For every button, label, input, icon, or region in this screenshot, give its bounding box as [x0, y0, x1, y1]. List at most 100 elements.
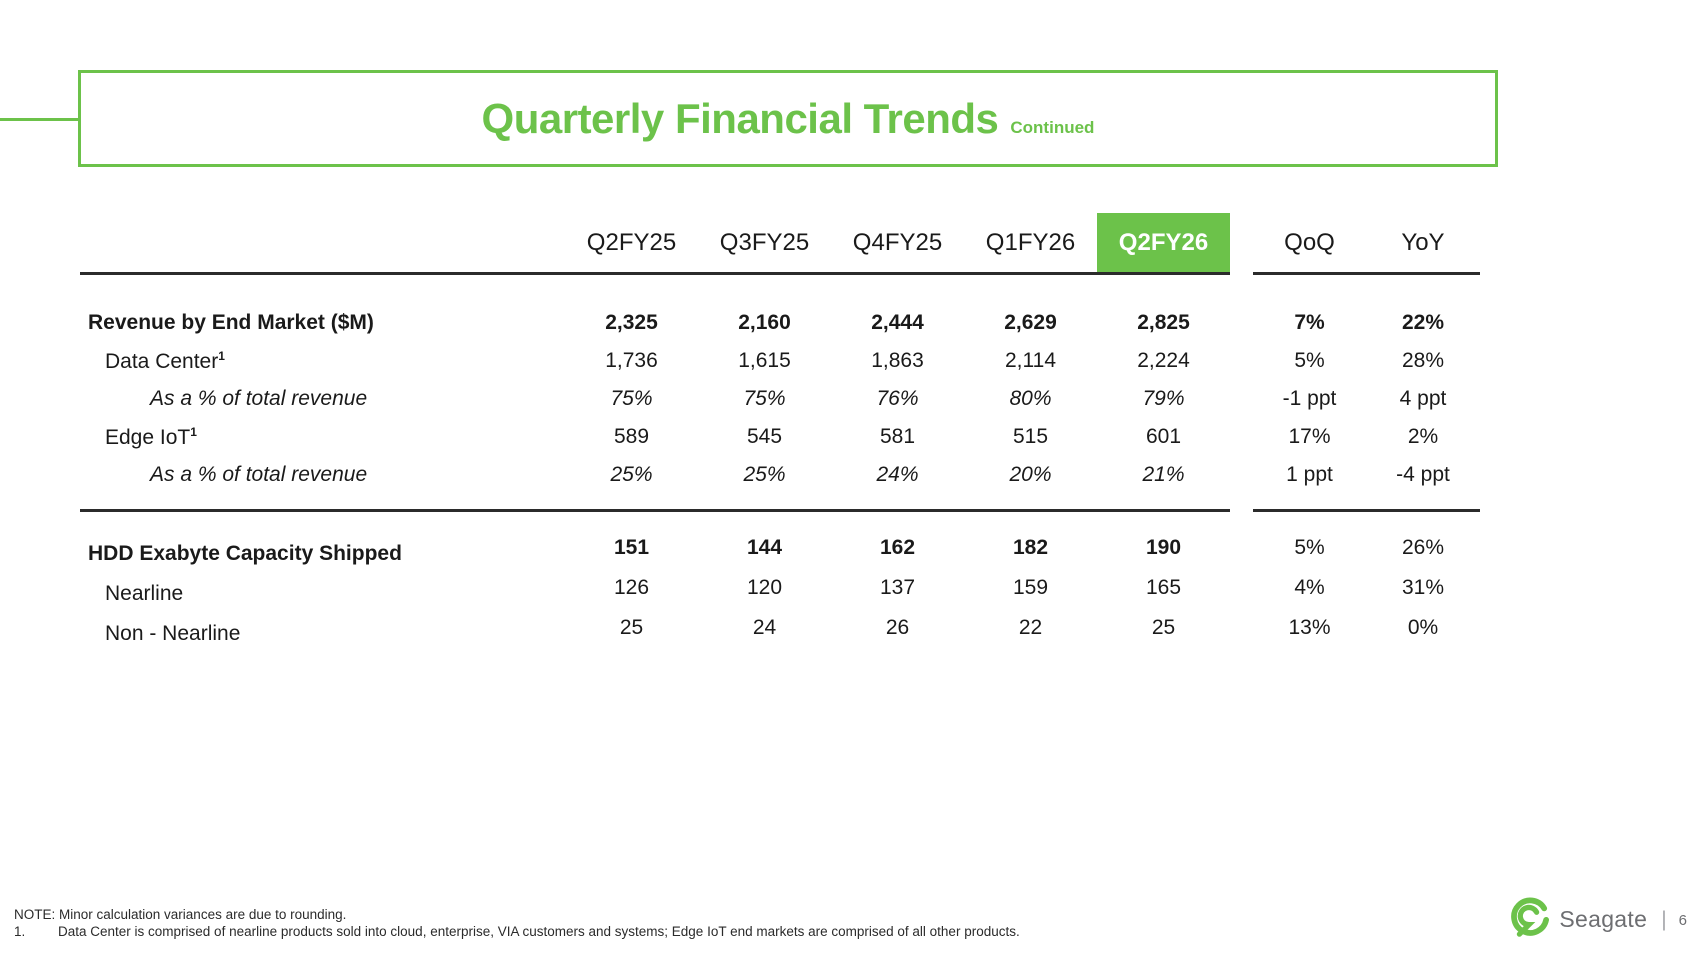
table-cell: 79% — [1142, 387, 1185, 410]
row-label: As a % of total revenue — [150, 463, 368, 486]
page-title-suffix: Continued — [1010, 117, 1095, 137]
table-cell: 589 — [613, 425, 650, 448]
table-row: Revenue by End Market ($M) 2,325 2,160 2,44… — [80, 304, 1480, 342]
header-rule-change — [1253, 272, 1480, 275]
table-group-exabytes: HDD Exabyte Capacity Shipped 151 144 162 182… — [0, 534, 1707, 654]
brand-area: Seagate | 6 — [1507, 895, 1687, 944]
table-cell: 22 — [1018, 616, 1043, 639]
table-cell: 25% — [743, 463, 786, 486]
brand-separator: | — [1661, 907, 1667, 931]
table-cell: 20% — [1009, 463, 1052, 486]
table-cell: 120 — [746, 576, 783, 599]
table-cell-qoq: 7% — [1294, 311, 1325, 334]
table-cell: 1,736 — [605, 349, 658, 372]
table-cell: 75% — [743, 387, 786, 410]
table-cell: 2,629 — [1004, 311, 1057, 334]
table-row: Nearline 126 120 137 159 165 4% 31% — [80, 574, 1480, 614]
column-header-yoy: YoY — [1401, 229, 1445, 256]
page-title: Quarterly Financial Trends — [481, 94, 999, 142]
row-label: Revenue by End Market ($M) — [88, 311, 374, 334]
table-cell: 151 — [613, 536, 650, 559]
row-label: Edge IoT1 — [105, 424, 197, 449]
table-cell-qoq: 5% — [1294, 536, 1325, 559]
footnote-marker: 1. — [14, 924, 26, 939]
table-cell: 24% — [876, 463, 919, 486]
table-cell: 581 — [879, 425, 916, 448]
table-cell: 2,325 — [605, 311, 658, 334]
footnote-reference: 1 — [190, 424, 197, 439]
row-label: HDD Exabyte Capacity Shipped — [88, 542, 402, 565]
table-cell: 159 — [1012, 576, 1049, 599]
table-header-row: Q2FY25 Q3FY25 Q4FY25 Q1FY26 Q2FY26 QoQ YoY — [80, 213, 1480, 273]
table-cell: 190 — [1145, 536, 1182, 559]
table-cell: 137 — [879, 576, 916, 599]
section-rule-main — [80, 509, 1230, 512]
table-cell-yoy: 4 ppt — [1399, 387, 1447, 410]
table-cell: 1,615 — [738, 349, 791, 372]
footer-notes: NOTE: Minor calculation variances are du… — [14, 906, 1020, 940]
table-cell-qoq: 4% — [1294, 576, 1325, 599]
table-cell-yoy: 31% — [1401, 576, 1445, 599]
rounding-note: NOTE: Minor calculation variances are du… — [14, 907, 347, 922]
table-cell-qoq: 5% — [1294, 349, 1325, 372]
table-row: Data Center1 1,736 1,615 1,863 2,114 2,224 5% 2… — [80, 342, 1480, 380]
table-cell: 2,160 — [738, 311, 791, 334]
table-cell: 165 — [1145, 576, 1182, 599]
table-row: Non - Nearline 25 24 26 22 25 13% 0% — [80, 614, 1480, 654]
table-cell: 144 — [746, 536, 783, 559]
row-label: Data Center1 — [105, 348, 225, 373]
table-cell: 21% — [1142, 463, 1185, 486]
table-cell: 2,114 — [1005, 349, 1056, 372]
table-cell: 182 — [1012, 536, 1049, 559]
table-cell-qoq: 17% — [1288, 425, 1331, 448]
table-cell: 25 — [619, 616, 644, 639]
header-rule-main — [80, 272, 1230, 275]
table-row: As a % of total revenue 75% 75% 76% 80% 79% -1… — [80, 380, 1480, 418]
column-header-q1fy26: Q1FY26 — [985, 229, 1076, 256]
title-accent-line — [0, 118, 78, 121]
table-cell: 515 — [1012, 425, 1049, 448]
table-cell: 25 — [1151, 616, 1176, 639]
column-header-q2fy26: Q2FY26 — [1097, 213, 1230, 273]
table-cell: 2,224 — [1137, 349, 1190, 372]
row-label: Nearline — [105, 582, 184, 605]
table-cell: 25% — [610, 463, 653, 486]
row-label: As a % of total revenue — [150, 387, 368, 410]
table-cell-qoq: 13% — [1288, 616, 1331, 639]
table-cell: 2,825 — [1137, 311, 1190, 334]
table-row: Edge IoT1 589 545 581 515 601 17% 2% — [80, 418, 1480, 456]
table-cell: 26 — [885, 616, 910, 639]
table-cell-yoy: 22% — [1401, 311, 1445, 334]
footnote-reference: 1 — [218, 348, 225, 363]
table-cell: 75% — [610, 387, 653, 410]
table-cell: 80% — [1009, 387, 1052, 410]
table-cell-qoq: -1 ppt — [1282, 387, 1337, 410]
table-cell-qoq: 1 ppt — [1286, 463, 1333, 486]
section-rule-change — [1253, 509, 1480, 512]
table-row: HDD Exabyte Capacity Shipped 151 144 162 182… — [80, 534, 1480, 574]
table-cell: 126 — [613, 576, 650, 599]
table-cell-yoy: 0% — [1407, 616, 1439, 639]
table-cell: 545 — [746, 425, 783, 448]
table-cell: 162 — [879, 536, 916, 559]
column-header-q4fy25: Q4FY25 — [852, 229, 943, 256]
brand-name: Seagate — [1559, 906, 1648, 932]
table-group-revenue: Revenue by End Market ($M) 2,325 2,160 2,44… — [0, 304, 1707, 494]
table-cell: 76% — [876, 387, 919, 410]
table-cell: 2,444 — [871, 311, 924, 334]
table-cell: 601 — [1145, 425, 1182, 448]
table-cell-yoy: -4 ppt — [1396, 463, 1450, 486]
table-cell-yoy: 28% — [1401, 349, 1445, 372]
column-header-q2fy25: Q2FY25 — [586, 229, 677, 256]
page-number: 6 — [1678, 912, 1687, 929]
footnote-text: Data Center is comprised of nearline pro… — [58, 924, 1020, 939]
row-label: Non - Nearline — [105, 622, 241, 645]
column-header-qoq: QoQ — [1284, 229, 1335, 256]
footnote-1: 1. Data Center is comprised of nearline p… — [14, 923, 1020, 940]
table-cell-yoy: 26% — [1401, 536, 1445, 559]
seagate-logo-icon — [1507, 895, 1550, 944]
title-box: Quarterly Financial Trends Continued — [78, 70, 1498, 167]
column-header-q3fy25: Q3FY25 — [719, 229, 810, 256]
table-cell: 24 — [752, 616, 777, 639]
